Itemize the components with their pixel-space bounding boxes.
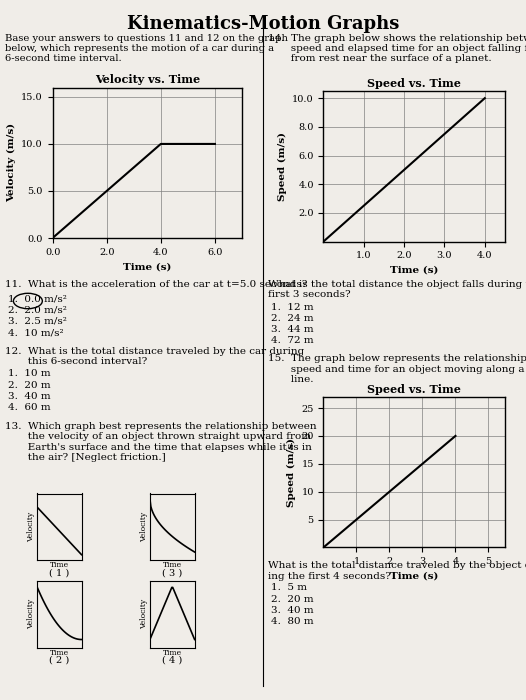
Y-axis label: Speed (m/s): Speed (m/s) xyxy=(287,438,296,507)
Text: 2.  20 m: 2. 20 m xyxy=(271,595,314,603)
X-axis label: Time: Time xyxy=(163,561,182,569)
Text: 11.  What is the acceleration of the car at t=5.0 seconds?: 11. What is the acceleration of the car … xyxy=(5,280,308,289)
Text: 14.  The graph below shows the relationship between the
       speed and elapsed: 14. The graph below shows the relationsh… xyxy=(268,34,526,64)
Y-axis label: Velocity: Velocity xyxy=(140,512,148,542)
Text: 1.  5 m: 1. 5 m xyxy=(271,584,307,592)
Text: Base your answers to questions 11 and 12 on the graph
below, which represents th: Base your answers to questions 11 and 12… xyxy=(5,34,288,64)
Text: ( 2 ): ( 2 ) xyxy=(49,656,69,665)
Text: 4.  10 m/s²: 4. 10 m/s² xyxy=(8,328,64,337)
Text: 4.  80 m: 4. 80 m xyxy=(271,617,314,626)
Text: 2.  20 m: 2. 20 m xyxy=(8,381,51,389)
X-axis label: Time: Time xyxy=(163,649,182,657)
Text: 1.  12 m: 1. 12 m xyxy=(271,303,314,312)
X-axis label: Time (s): Time (s) xyxy=(390,572,438,581)
Text: ( 4 ): ( 4 ) xyxy=(163,656,183,665)
Y-axis label: Speed (m/s): Speed (m/s) xyxy=(277,132,287,201)
Text: 3.  40 m: 3. 40 m xyxy=(271,606,314,615)
Title: Velocity vs. Time: Velocity vs. Time xyxy=(95,74,200,85)
Text: 1.  10 m: 1. 10 m xyxy=(8,370,51,378)
Text: 3.  44 m: 3. 44 m xyxy=(271,326,314,334)
Text: What is the total distance the object falls during the
first 3 seconds?: What is the total distance the object fa… xyxy=(268,280,526,300)
Title: Speed vs. Time: Speed vs. Time xyxy=(367,384,461,395)
Text: 15.  The graph below represents the relationship between
       speed and time f: 15. The graph below represents the relat… xyxy=(268,354,526,384)
Text: 2.  2.0 m/s²: 2. 2.0 m/s² xyxy=(8,306,67,314)
Text: ( 1 ): ( 1 ) xyxy=(49,568,69,578)
Y-axis label: Velocity: Velocity xyxy=(140,599,148,629)
Text: Kinematics-Motion Graphs: Kinematics-Motion Graphs xyxy=(127,15,399,34)
Text: 12.  What is the total distance traveled by the car during
       this 6-second : 12. What is the total distance traveled … xyxy=(5,346,305,366)
Y-axis label: Velocity: Velocity xyxy=(27,512,35,542)
Text: 4.  72 m: 4. 72 m xyxy=(271,337,314,345)
Title: Speed vs. Time: Speed vs. Time xyxy=(367,78,461,89)
X-axis label: Time (s): Time (s) xyxy=(123,262,171,272)
Text: 1.  0.0 m/s²: 1. 0.0 m/s² xyxy=(8,295,67,303)
Text: 13.  Which graph best represents the relationship between
       the velocity of: 13. Which graph best represents the rela… xyxy=(5,422,317,462)
Text: What is the total distance traveled by the object dur-
ing the first 4 seconds?: What is the total distance traveled by t… xyxy=(268,561,526,581)
Text: 3.  40 m: 3. 40 m xyxy=(8,392,51,400)
X-axis label: Time (s): Time (s) xyxy=(390,266,438,275)
Text: ( 3 ): ( 3 ) xyxy=(163,568,183,578)
X-axis label: Time: Time xyxy=(49,649,69,657)
Text: 4.  60 m: 4. 60 m xyxy=(8,403,51,412)
X-axis label: Time: Time xyxy=(49,561,69,569)
Y-axis label: Velocity (m/s): Velocity (m/s) xyxy=(6,123,16,202)
Text: 3.  2.5 m/s²: 3. 2.5 m/s² xyxy=(8,317,67,326)
Y-axis label: Velocity: Velocity xyxy=(27,599,35,629)
Text: 2.  24 m: 2. 24 m xyxy=(271,314,314,323)
